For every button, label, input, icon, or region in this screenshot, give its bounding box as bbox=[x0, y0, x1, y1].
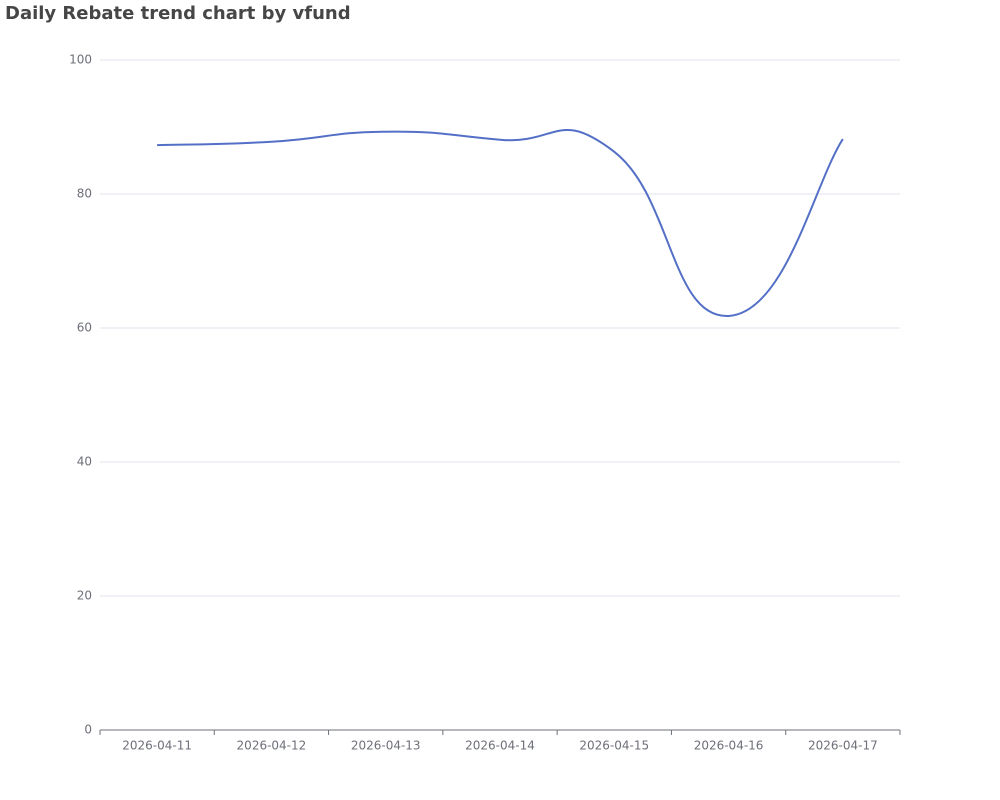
y-tick-label: 80 bbox=[77, 187, 92, 201]
y-tick-label: 60 bbox=[77, 321, 92, 335]
x-tick-label: 2026-04-12 bbox=[237, 739, 307, 753]
y-tick-label: 0 bbox=[84, 723, 92, 737]
x-tick-label: 2026-04-14 bbox=[465, 739, 535, 753]
x-tick-label: 2026-04-11 bbox=[122, 739, 192, 753]
x-tick-label: 2026-04-13 bbox=[351, 739, 421, 753]
line bbox=[157, 128, 844, 317]
y-tick-label: 20 bbox=[77, 589, 92, 603]
y-tick-label: 40 bbox=[77, 455, 92, 469]
x-tick-label: 2026-04-15 bbox=[579, 739, 649, 753]
x-tick-label: 2026-04-17 bbox=[808, 739, 878, 753]
x-tick-label: 2026-04-16 bbox=[694, 739, 764, 753]
chart-title: Daily Rebate trend chart by vfund bbox=[5, 3, 351, 24]
y-tick-label: 100 bbox=[69, 53, 92, 67]
